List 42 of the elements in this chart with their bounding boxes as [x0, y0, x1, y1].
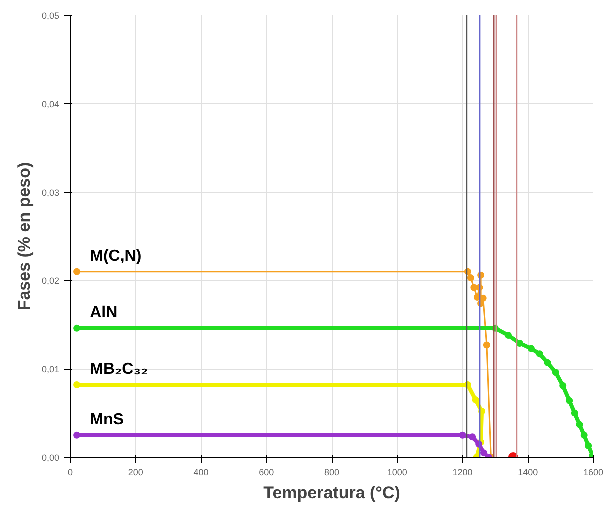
y-tick-label: 0,05	[42, 11, 60, 21]
point	[467, 274, 474, 282]
point	[544, 359, 552, 366]
point	[585, 442, 592, 450]
y-axis-title: Fases (% en peso)	[14, 162, 34, 311]
point	[566, 397, 574, 404]
point	[74, 324, 81, 332]
series-label: MnS	[90, 411, 124, 428]
x-tick-label: 1200	[452, 468, 473, 478]
point	[74, 432, 81, 439]
series-label: MB₂C₃₂	[90, 361, 148, 378]
x-tick-label: 200	[128, 468, 144, 478]
point	[483, 342, 490, 349]
point	[528, 345, 535, 352]
x-tick-label: 1400	[518, 468, 538, 478]
point	[459, 432, 466, 439]
point	[469, 434, 476, 441]
x-tick-label: 800	[324, 468, 340, 478]
point	[576, 421, 584, 428]
x-tick-label: 1600	[583, 468, 604, 478]
point	[560, 382, 567, 390]
series-label: AlN	[90, 304, 118, 322]
x-tick-label: 600	[259, 468, 274, 478]
y-tick-label: 0,00	[42, 453, 60, 463]
x-tick-label: 400	[194, 468, 209, 478]
y-tick-label: 0,02	[42, 276, 60, 286]
point	[74, 382, 81, 389]
x-axis-title: Temperatura (°C)	[264, 484, 400, 502]
point	[472, 396, 480, 404]
x-tick-label: 1000	[387, 468, 408, 478]
x-tick-label: 0	[68, 468, 74, 478]
y-tick-label: 0,01	[42, 364, 60, 375]
point	[480, 450, 488, 457]
point	[74, 268, 81, 276]
point	[505, 332, 512, 339]
series-label: M(C,N)	[90, 248, 142, 265]
point	[536, 350, 544, 358]
point	[571, 410, 578, 417]
point	[552, 369, 560, 376]
y-tick-label: 0,04	[42, 99, 60, 110]
y-tick-label: 0,03	[42, 188, 60, 198]
point	[580, 432, 588, 439]
